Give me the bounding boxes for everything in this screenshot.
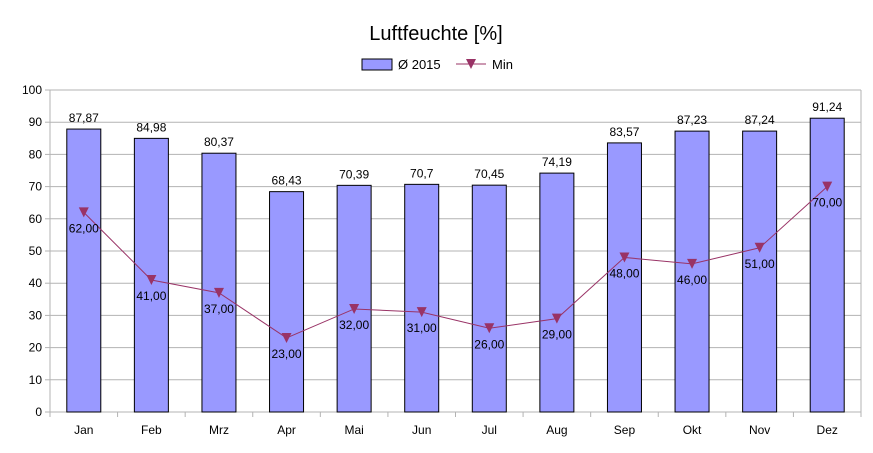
bar-value-label: 87,24 <box>745 113 775 127</box>
bar-value-label: 83,57 <box>609 125 639 139</box>
bar-value-label: 70,39 <box>339 167 369 181</box>
min-line <box>83 186 828 339</box>
y-tick-label: 50 <box>29 244 43 258</box>
bar <box>66 128 102 413</box>
bar-value-label: 91,24 <box>812 100 842 114</box>
y-tick-label: 20 <box>29 341 43 355</box>
data-labels: 87,87 84,98 80,37 68,43 70,39 70,7 70,45 74,19 8… <box>69 100 843 361</box>
chart-title: Luftfeuchte [%] <box>369 23 502 45</box>
y-tick-label: 40 <box>29 276 43 290</box>
y-tick-label: 100 <box>22 83 42 97</box>
min-value-label: 31,00 <box>407 321 437 335</box>
min-marker <box>687 258 698 269</box>
min-value-label: 37,00 <box>204 302 234 316</box>
min-marker <box>822 181 833 192</box>
bar-value-label: 84,98 <box>136 120 166 134</box>
x-tick-label: Nov <box>749 423 770 437</box>
legend-marker-min <box>466 59 476 69</box>
min-marker <box>349 303 360 314</box>
y-tick-label: 10 <box>29 373 43 387</box>
min-value-label: 29,00 <box>542 328 572 342</box>
min-marker <box>281 332 292 343</box>
x-tick-label: Feb <box>141 423 162 437</box>
min-value-label: 32,00 <box>339 318 369 332</box>
x-tick-label: Jan <box>74 423 93 437</box>
bar-value-label: 80,37 <box>204 135 234 149</box>
legend-label-min: Min <box>492 57 513 72</box>
x-axis: Jan Feb Mrz Apr Mai Jun Jul Aug Sep Okt Nov Dez <box>49 411 862 437</box>
bar-value-label: 70,45 <box>474 167 504 181</box>
min-marker <box>146 274 157 285</box>
bar <box>201 152 237 413</box>
bar <box>809 117 845 413</box>
x-tick-label: Apr <box>277 423 296 437</box>
y-tick-label: 60 <box>29 212 43 226</box>
y-tick-label: 30 <box>29 308 43 322</box>
x-tick-label: Mai <box>344 423 363 437</box>
line-series <box>78 181 833 343</box>
min-marker <box>484 323 495 334</box>
y-tick-label: 0 <box>35 405 42 419</box>
y-axis: 0 10 20 30 40 50 60 70 80 90 100 <box>22 83 51 419</box>
grid <box>50 89 862 413</box>
bar <box>606 142 642 413</box>
bar-value-label: 70,7 <box>410 166 434 180</box>
bar-value-label: 87,87 <box>69 111 99 125</box>
bar <box>471 184 507 413</box>
min-value-label: 23,00 <box>272 347 302 361</box>
x-tick-label: Dez <box>817 423 838 437</box>
x-tick-label: Aug <box>546 423 567 437</box>
bar <box>269 191 305 413</box>
min-value-label: 70,00 <box>812 196 842 210</box>
y-tick-label: 90 <box>29 115 43 129</box>
min-value-label: 41,00 <box>136 289 166 303</box>
x-tick-label: Mrz <box>209 423 229 437</box>
min-marker <box>416 307 427 318</box>
y-tick-label: 70 <box>29 180 43 194</box>
bar <box>336 184 372 413</box>
min-marker <box>213 287 224 298</box>
x-tick-label: Okt <box>683 423 702 437</box>
legend: Ø 2015 Min <box>361 57 513 72</box>
min-value-label: 46,00 <box>677 273 707 287</box>
bar-value-label: 68,43 <box>272 174 302 188</box>
min-value-label: 26,00 <box>474 337 504 351</box>
min-value-label: 48,00 <box>609 266 639 280</box>
bar-value-label: 87,23 <box>677 113 707 127</box>
min-value-label: 51,00 <box>745 257 775 271</box>
bar <box>742 130 778 413</box>
bar-series <box>66 117 845 413</box>
bar <box>539 172 575 413</box>
min-marker <box>551 313 562 324</box>
x-tick-label: Sep <box>614 423 636 437</box>
x-tick-label: Jun <box>412 423 431 437</box>
min-marker <box>78 207 89 218</box>
y-tick-label: 80 <box>29 147 43 161</box>
legend-swatch-bar <box>361 58 393 71</box>
min-marker <box>754 242 765 253</box>
min-value-label: 62,00 <box>69 221 99 235</box>
bar-value-label: 74,19 <box>542 155 572 169</box>
bar <box>404 183 440 413</box>
min-marker <box>619 252 630 263</box>
x-tick-label: Jul <box>482 423 497 437</box>
bar <box>674 130 710 413</box>
legend-label-bar: Ø 2015 <box>398 57 441 72</box>
